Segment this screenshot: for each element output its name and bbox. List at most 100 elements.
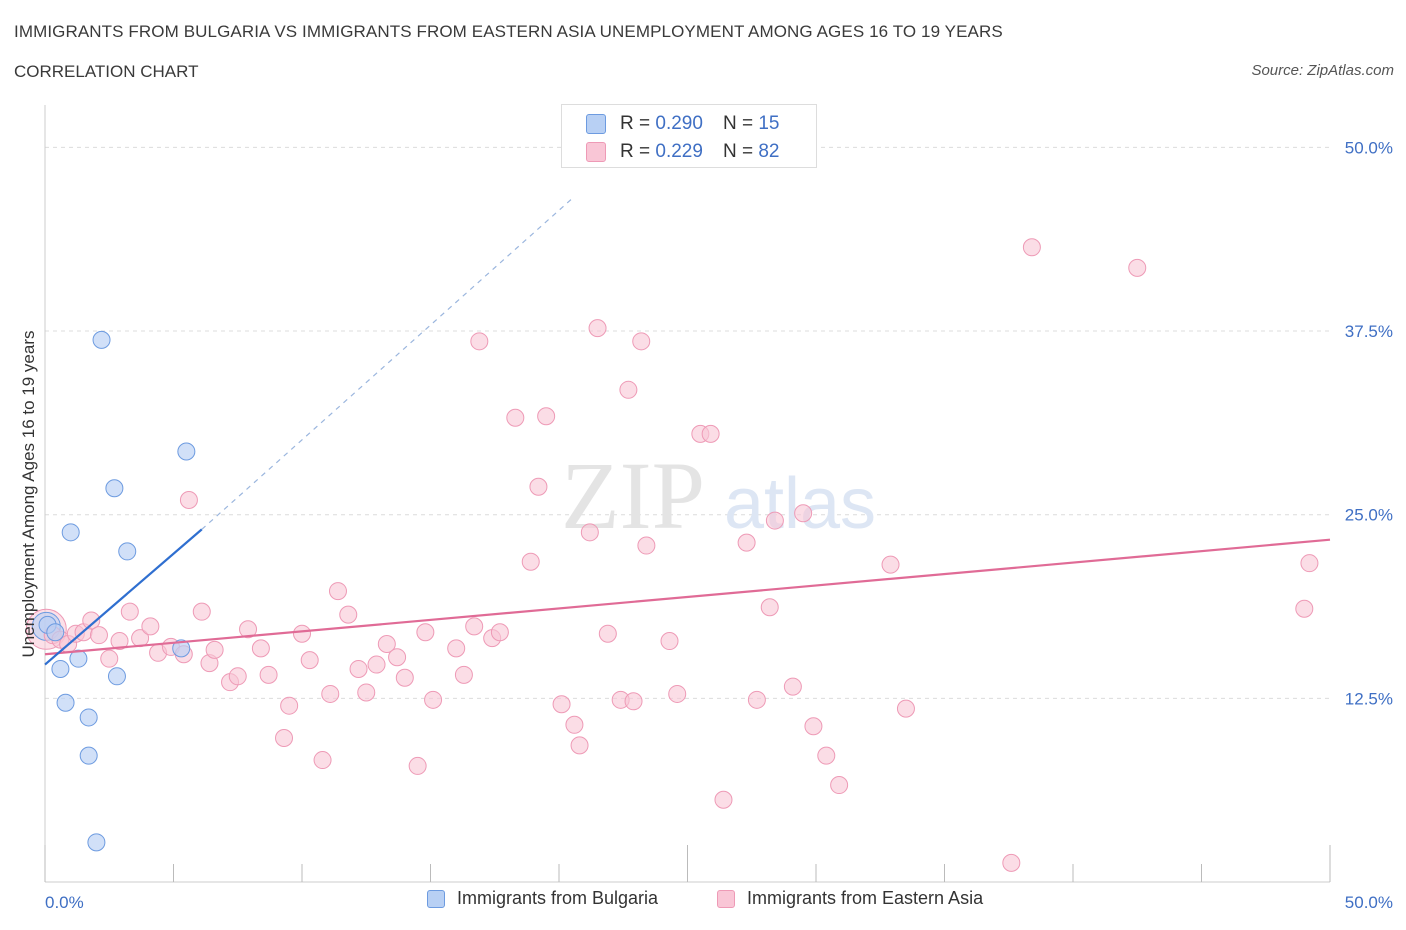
eastern-asia-swatch	[717, 889, 735, 908]
easia-point	[552, 695, 571, 714]
bulgaria-point	[105, 479, 124, 498]
chart-title: IMMIGRANTS FROM BULGARIA VS IMMIGRANTS F…	[14, 22, 1003, 41]
easia-point	[537, 407, 556, 426]
easia-point	[367, 655, 386, 674]
easia-point	[447, 639, 466, 658]
series-legend: Immigrants from Bulgaria Immigrants from…	[0, 888, 1406, 918]
easia-point	[228, 667, 247, 686]
axes	[44, 105, 1331, 883]
easia-point	[830, 776, 849, 795]
r-label: R =	[620, 141, 651, 162]
easia-point	[179, 491, 198, 509]
easia-point	[388, 648, 407, 667]
chart-subtitle: CORRELATION CHART	[14, 62, 199, 81]
easia-point	[251, 639, 270, 658]
easia-point	[357, 683, 376, 702]
easia-point	[896, 699, 915, 718]
easia-point	[120, 602, 139, 621]
easia-point	[747, 690, 766, 709]
easia-point	[1295, 599, 1314, 618]
easia-point	[1300, 554, 1319, 573]
stats-legend-row-eastern-asia: R = 0.229 N = 82	[586, 140, 779, 164]
easia-point	[737, 533, 756, 552]
easia-point	[313, 751, 332, 770]
easia-trend-line	[44, 538, 1331, 656]
data-points	[25, 238, 1319, 872]
easia-point	[82, 611, 101, 630]
easia-point	[619, 380, 638, 399]
easia-point	[1002, 853, 1021, 872]
legend-label: Immigrants from Bulgaria	[457, 888, 659, 908]
bulgaria-point	[177, 442, 196, 461]
easia-point	[470, 332, 489, 351]
easia-point	[416, 623, 435, 642]
easia-point	[817, 746, 836, 765]
easia-point	[408, 756, 427, 775]
r-label: R =	[620, 113, 651, 134]
easia-point	[632, 332, 651, 351]
legend-item-eastern-asia[interactable]: Immigrants from Eastern Asia	[717, 888, 983, 909]
y-tick-label: 50.0%	[1345, 138, 1393, 157]
easia-point	[339, 605, 358, 624]
easia-point	[259, 665, 278, 684]
easia-point	[205, 640, 224, 659]
easia-point	[239, 620, 258, 639]
easia-point	[598, 624, 617, 643]
r-value: 0.290	[655, 113, 703, 134]
easia-point	[465, 617, 484, 636]
bulgaria-point	[56, 693, 75, 712]
easia-point	[192, 602, 211, 621]
x-tick-label: 0.0%	[45, 893, 84, 912]
easia-point	[580, 523, 599, 542]
y-tick-label: 25.0%	[1345, 506, 1393, 525]
bulgaria-point	[79, 746, 98, 765]
trend-lines	[44, 198, 1331, 666]
easia-point	[275, 729, 294, 748]
easia-point	[328, 582, 347, 601]
easia-point	[141, 617, 160, 636]
easia-point	[521, 552, 540, 571]
easia-point	[783, 677, 802, 696]
easia-point	[588, 319, 607, 338]
n-value: 15	[758, 113, 780, 134]
easia-point	[765, 511, 784, 530]
easia-point	[395, 668, 414, 687]
easia-point	[881, 555, 900, 574]
x-tick-label: 50.0%	[1345, 893, 1393, 912]
easia-point	[506, 408, 525, 427]
tick-labels: 50.0% 37.5% 25.0% 12.5% 0.0% 50.0%	[45, 138, 1393, 912]
legend-label: Immigrants from Eastern Asia	[747, 888, 984, 908]
easia-point	[300, 651, 319, 670]
bulgaria-point	[79, 708, 98, 727]
bulgaria-point	[118, 542, 137, 561]
n-label: N =	[722, 113, 754, 134]
bulgaria-swatch	[427, 889, 445, 908]
bulgaria-point	[46, 623, 65, 642]
bulgaria-point	[107, 667, 126, 686]
easia-point	[100, 649, 119, 668]
easia-point	[637, 536, 656, 555]
bulgaria-point	[51, 659, 70, 678]
bulgaria-point	[61, 523, 80, 542]
y-tick-label: 37.5%	[1345, 322, 1393, 341]
easia-point	[714, 790, 733, 809]
easia-point	[804, 717, 823, 736]
easia-point	[624, 692, 643, 711]
y-axis-label: Unemployment Among Ages 16 to 19 years	[19, 331, 38, 658]
bulgaria-point	[172, 639, 191, 658]
easia-point	[570, 736, 589, 755]
source-label: Source: ZipAtlas.com	[1251, 62, 1394, 79]
easia-point	[349, 659, 368, 678]
y-tick-label: 12.5%	[1345, 689, 1393, 708]
r-value: 0.229	[655, 141, 703, 162]
easia-point	[660, 632, 679, 651]
bulgaria-swatch	[586, 114, 606, 134]
legend-item-bulgaria[interactable]: Immigrants from Bulgaria	[427, 888, 658, 909]
easia-point	[565, 715, 584, 734]
watermark: ZIP atlas	[561, 442, 876, 549]
watermark-atlas: atlas	[724, 464, 876, 544]
easia-point	[1022, 238, 1041, 257]
easia-point	[1128, 258, 1147, 277]
bulgaria-point	[87, 833, 106, 852]
n-label: N =	[722, 141, 754, 162]
